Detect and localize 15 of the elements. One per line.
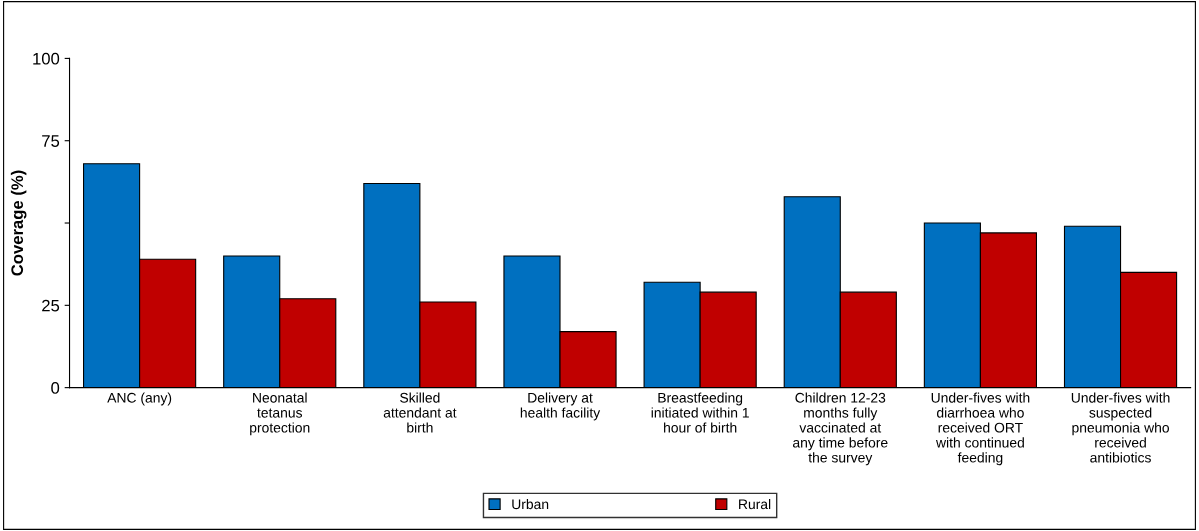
legend-label: Rural — [739, 498, 771, 510]
x-tick-label: ANC (any) — [107, 392, 172, 406]
x-tick-label: Skilled attendant at birth — [383, 392, 457, 433]
legend-label: Urban — [512, 498, 549, 510]
x-tick-label: Breastfeeding initiated within 1 hour of birth — [651, 392, 749, 433]
x-tick-label: Under-fives with diarrhoea who received ORT with continued feeding — [931, 392, 1030, 466]
y-axis-title: Coverage (%) — [10, 170, 27, 276]
x-tick-label: Children 12-23 months fully vaccinated at any time before the survey — [793, 392, 888, 466]
y-tick-label: 75 — [42, 135, 60, 147]
y-tick-label: 25 — [42, 299, 60, 312]
x-tick-label: Neonatal tetanus protection — [250, 392, 310, 436]
x-tick-label: Delivery at health facility — [520, 392, 601, 421]
y-tick-label: 100 — [33, 52, 60, 65]
x-tick-label: Under-fives with suspected pneumonia who received antibiotics — [1071, 392, 1170, 463]
y-tick-label: 0 — [51, 382, 60, 394]
